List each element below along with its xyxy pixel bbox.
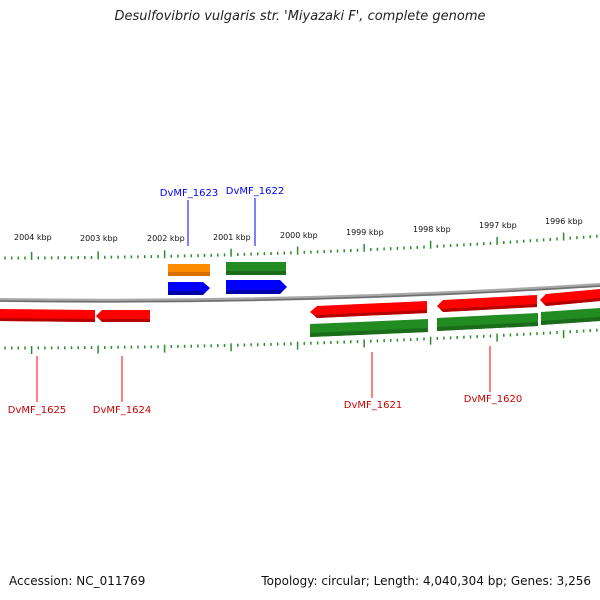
feature-green-1622[interactable] (226, 262, 286, 275)
genome-backbone (0, 283, 600, 303)
gene-arrow-dvmf-1625[interactable] (0, 309, 95, 322)
gene-label-dvmf-1622[interactable]: DvMF_1622 (226, 186, 284, 197)
feature-green-1621[interactable] (310, 319, 428, 337)
gene-arrow-dvmf-1621[interactable] (310, 301, 427, 318)
tick-marks-bottom (4, 328, 598, 354)
gene-label-dvmf-1620[interactable]: DvMF_1620 (464, 394, 522, 405)
genome-backbone-shade (0, 285, 600, 303)
topology-label: Topology: circular; Length: 4,040,304 bp… (261, 574, 591, 588)
feature-green-1620[interactable] (437, 313, 538, 331)
tick-marks-top (4, 232, 598, 260)
gene-label-dvmf-1624[interactable]: DvMF_1624 (93, 405, 151, 416)
gene-arrow-dvmf-1623[interactable] (168, 282, 210, 295)
gene-label-dvmf-1621[interactable]: DvMF_1621 (344, 400, 402, 411)
scale-label-1996: 1996 kbp (545, 217, 583, 226)
scale-label-2000: 2000 kbp (280, 231, 318, 240)
scale-label-1997: 1997 kbp (479, 221, 517, 230)
scale-label-1999: 1999 kbp (346, 228, 384, 237)
gene-arrow-dvmf-1624[interactable] (96, 310, 150, 322)
accession-label: Accession: NC_011769 (9, 574, 146, 588)
label-leaders (36, 198, 491, 402)
scale-label-1998: 1998 kbp (413, 225, 451, 234)
gene-label-dvmf-1623[interactable]: DvMF_1623 (160, 188, 218, 199)
gene-arrow-dvmf-1619[interactable] (540, 289, 600, 306)
scale-label-2003: 2003 kbp (80, 234, 118, 243)
scale-label-2004: 2004 kbp (14, 233, 52, 242)
feature-orange-1623[interactable] (168, 264, 210, 276)
scale-labels: 2004 kbp 2003 kbp 2002 kbp 2001 kbp 2000… (14, 217, 583, 243)
scale-label-2002: 2002 kbp (147, 234, 185, 243)
gene-arrow-dvmf-1622[interactable] (226, 280, 287, 294)
feature-green-1619[interactable] (541, 308, 600, 325)
gene-arrow-dvmf-1620[interactable] (437, 295, 537, 312)
map-title: Desulfovibrio vulgaris str. 'Miyazaki F'… (114, 9, 486, 24)
gene-label-dvmf-1625[interactable]: DvMF_1625 (8, 405, 66, 416)
scale-label-2001: 2001 kbp (213, 233, 251, 242)
